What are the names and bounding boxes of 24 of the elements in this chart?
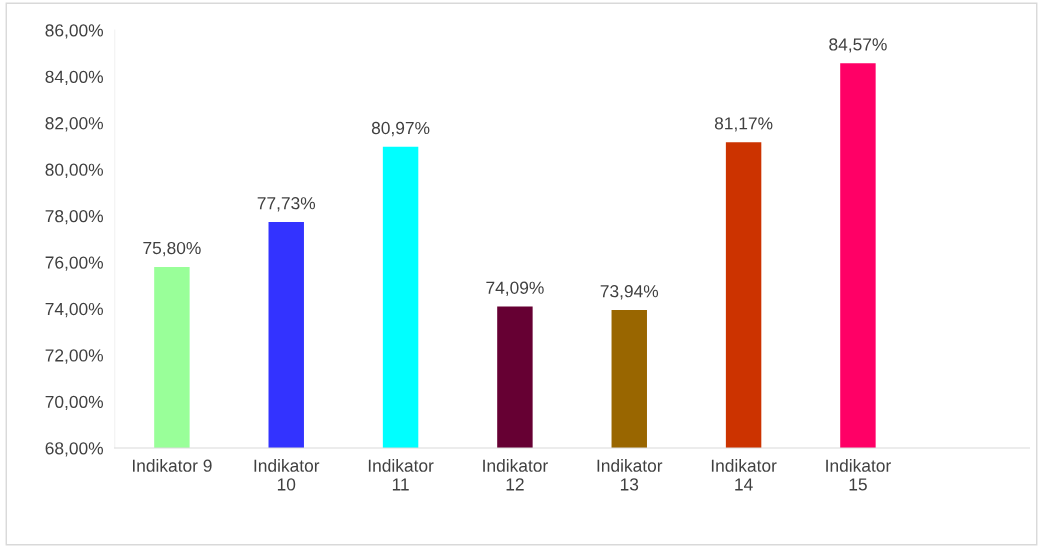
x-tick-label: Indikator 13: [597, 459, 663, 491]
y-tick-label: 72,00%: [45, 349, 103, 364]
y-tick-label: 68,00%: [45, 442, 103, 457]
data-label: 75,80%: [143, 241, 201, 257]
y-tick-label: 76,00%: [45, 256, 103, 271]
y-tick-label: 78,00%: [45, 209, 103, 225]
y-tick-label: 80,00%: [45, 163, 103, 178]
data-label: 74,09%: [486, 281, 544, 296]
data-label: 73,94%: [600, 285, 659, 300]
x-tick-label: Indikator 15: [826, 459, 891, 491]
x-tick-label: Indikator 11: [368, 459, 434, 491]
data-label: 80,97%: [371, 121, 430, 137]
x-tick-label: Indikator 10: [254, 459, 320, 491]
x-tick-label: Indikator 14: [711, 459, 777, 491]
data-label: 84,57%: [829, 38, 887, 53]
data-label: 77,73%: [257, 197, 316, 212]
y-tick-label: 82,00%: [45, 117, 103, 132]
y-tick-label: 74,00%: [45, 302, 103, 318]
y-tick-label: 86,00%: [45, 24, 103, 39]
y-tick-label: 70,00%: [45, 395, 103, 411]
y-tick-label: 84,00%: [45, 70, 103, 86]
x-tick-label: Indikator 12: [483, 459, 548, 491]
data-label: 81,17%: [714, 117, 773, 132]
x-tick-label: Indikator 9: [132, 459, 212, 472]
